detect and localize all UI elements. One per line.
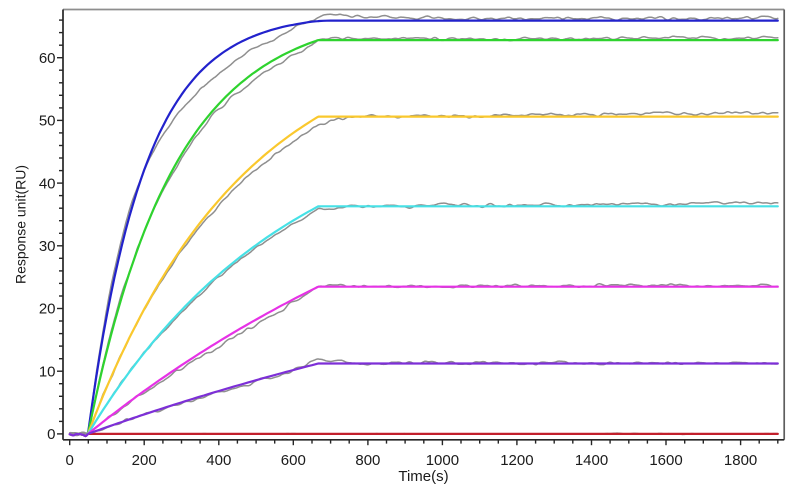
svg-text:0: 0 (66, 452, 74, 469)
svg-text:10: 10 (39, 363, 56, 380)
svg-text:50: 50 (39, 113, 56, 130)
svg-text:0: 0 (47, 426, 55, 443)
svg-text:200: 200 (132, 452, 157, 469)
svg-text:1400: 1400 (575, 452, 608, 469)
svg-text:1600: 1600 (649, 452, 682, 469)
svg-text:1000: 1000 (426, 452, 459, 469)
svg-text:60: 60 (39, 50, 56, 67)
svg-text:400: 400 (206, 452, 231, 469)
svg-text:Time(s): Time(s) (398, 468, 448, 485)
svg-text:30: 30 (39, 238, 56, 255)
svg-text:20: 20 (39, 301, 56, 318)
svg-text:800: 800 (355, 452, 380, 469)
svg-text:600: 600 (281, 452, 306, 469)
svg-text:1200: 1200 (500, 452, 533, 469)
svg-text:40: 40 (39, 175, 56, 192)
svg-text:Response unit(RU): Response unit(RU) (13, 165, 29, 284)
svg-text:1800: 1800 (724, 452, 757, 469)
